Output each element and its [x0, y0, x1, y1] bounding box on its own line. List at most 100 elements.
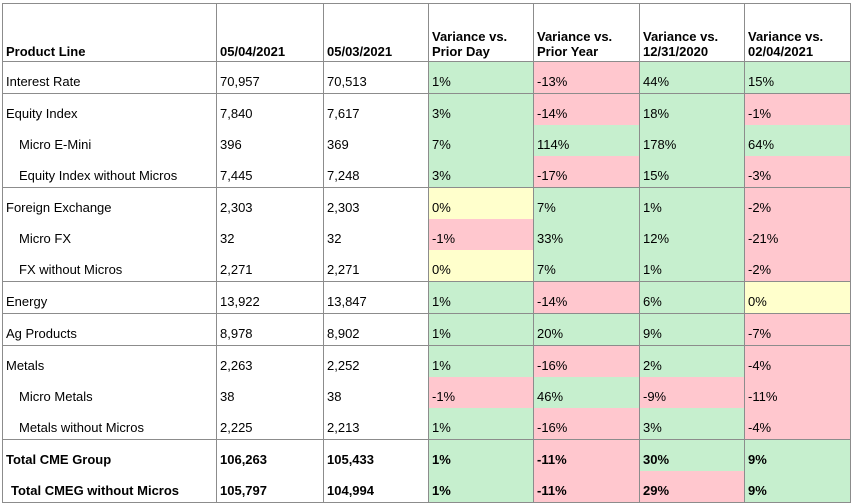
variance-prior-year: 7%	[533, 187, 640, 219]
volume-current: 13,922	[216, 281, 324, 314]
variance-prior-year: -17%	[533, 156, 640, 188]
variance-year-end: 6%	[639, 281, 745, 314]
product-name: Micro E-Mini	[2, 125, 217, 156]
variance-prior-year: -11%	[533, 471, 640, 503]
header-row: Product Line 05/04/2021 05/03/2021 Varia…	[2, 3, 851, 62]
variance-prior-year: -14%	[533, 93, 640, 125]
variance-year-end: 1%	[639, 187, 745, 219]
table-row: Micro Metals 38 38 -1% 46% -9% -11%	[2, 377, 851, 408]
variance-prior-day: 0%	[428, 250, 534, 282]
variance-year-end: 178%	[639, 125, 745, 156]
product-name: Foreign Exchange	[2, 187, 217, 219]
table-row: Interest Rate 70,957 70,513 1% -13% 44% …	[2, 61, 851, 94]
variance-year-end: 30%	[639, 439, 745, 471]
variance-year-end: 18%	[639, 93, 745, 125]
volume-previous: 7,248	[323, 156, 429, 188]
volume-previous: 2,271	[323, 250, 429, 282]
product-name: Equity Index	[2, 93, 217, 125]
volume-current: 7,445	[216, 156, 324, 188]
volume-previous: 369	[323, 125, 429, 156]
variance-month: 15%	[744, 61, 851, 94]
table-row: Equity Index 7,840 7,617 3% -14% 18% -1%	[2, 93, 851, 125]
variance-prior-year: -16%	[533, 345, 640, 377]
variance-prior-day: -1%	[428, 377, 534, 408]
volume-current: 2,271	[216, 250, 324, 282]
variance-year-end: 12%	[639, 219, 745, 250]
table-row: Micro E-Mini 396 369 7% 114% 178% 64%	[2, 125, 851, 156]
volume-current: 32	[216, 219, 324, 250]
volume-current: 2,225	[216, 408, 324, 440]
header-variance-prior-year: Variance vs. Prior Year	[533, 3, 640, 62]
header-date-current: 05/04/2021	[216, 3, 324, 62]
table-row: Energy 13,922 13,847 1% -14% 6% 0%	[2, 281, 851, 314]
product-name: Total CMEG without Micros	[2, 471, 217, 503]
product-name: Ag Products	[2, 313, 217, 346]
volume-previous: 105,433	[323, 439, 429, 471]
variance-prior-day: 1%	[428, 61, 534, 94]
variance-month: -21%	[744, 219, 851, 250]
variance-year-end: 1%	[639, 250, 745, 282]
variance-year-end: 3%	[639, 408, 745, 440]
volume-previous: 32	[323, 219, 429, 250]
volume-previous: 13,847	[323, 281, 429, 314]
variance-month: 9%	[744, 439, 851, 471]
variance-prior-day: 7%	[428, 125, 534, 156]
variance-month: -4%	[744, 408, 851, 440]
product-name: Metals	[2, 345, 217, 377]
variance-month: -7%	[744, 313, 851, 346]
volume-current: 396	[216, 125, 324, 156]
variance-month: -2%	[744, 187, 851, 219]
variance-prior-year: -13%	[533, 61, 640, 94]
variance-prior-year: 46%	[533, 377, 640, 408]
variance-prior-year: -16%	[533, 408, 640, 440]
volume-previous: 38	[323, 377, 429, 408]
variance-year-end: -9%	[639, 377, 745, 408]
variance-year-end: 9%	[639, 313, 745, 346]
variance-year-end: 2%	[639, 345, 745, 377]
volume-current: 70,957	[216, 61, 324, 94]
table-row: Metals without Micros 2,225 2,213 1% -16…	[2, 408, 851, 440]
variance-prior-day: 0%	[428, 187, 534, 219]
table-row: Metals 2,263 2,252 1% -16% 2% -4%	[2, 345, 851, 377]
header-date-previous: 05/03/2021	[323, 3, 429, 62]
variance-year-end: 29%	[639, 471, 745, 503]
variance-prior-day: 1%	[428, 281, 534, 314]
variance-prior-day: 3%	[428, 156, 534, 188]
volume-current: 38	[216, 377, 324, 408]
variance-prior-day: 1%	[428, 439, 534, 471]
volume-current: 8,978	[216, 313, 324, 346]
volume-current: 2,303	[216, 187, 324, 219]
variance-prior-day: 1%	[428, 313, 534, 346]
product-name: Energy	[2, 281, 217, 314]
table-row: Foreign Exchange 2,303 2,303 0% 7% 1% -2…	[2, 187, 851, 219]
variance-prior-day: 1%	[428, 408, 534, 440]
volume-previous: 7,617	[323, 93, 429, 125]
variance-year-end: 44%	[639, 61, 745, 94]
variance-prior-day: 1%	[428, 471, 534, 503]
variance-prior-day: 3%	[428, 93, 534, 125]
table-row: Ag Products 8,978 8,902 1% 20% 9% -7%	[2, 313, 851, 346]
variance-month: -4%	[744, 345, 851, 377]
product-name: Metals without Micros	[2, 408, 217, 440]
variance-prior-year: 114%	[533, 125, 640, 156]
product-name: Micro Metals	[2, 377, 217, 408]
volume-current: 2,263	[216, 345, 324, 377]
volume-variance-table: Product Line 05/04/2021 05/03/2021 Varia…	[2, 3, 851, 503]
variance-prior-day: 1%	[428, 345, 534, 377]
volume-previous: 70,513	[323, 61, 429, 94]
variance-prior-year: 7%	[533, 250, 640, 282]
product-name: Total CME Group	[2, 439, 217, 471]
variance-year-end: 15%	[639, 156, 745, 188]
variance-month: -11%	[744, 377, 851, 408]
volume-previous: 2,252	[323, 345, 429, 377]
volume-previous: 2,303	[323, 187, 429, 219]
header-product-line: Product Line	[2, 3, 217, 62]
variance-month: -3%	[744, 156, 851, 188]
volume-previous: 8,902	[323, 313, 429, 346]
variance-month: 64%	[744, 125, 851, 156]
variance-month: 0%	[744, 281, 851, 314]
variance-prior-year: 33%	[533, 219, 640, 250]
volume-current: 7,840	[216, 93, 324, 125]
table-row: FX without Micros 2,271 2,271 0% 7% 1% -…	[2, 250, 851, 282]
header-variance-year-end: Variance vs. 12/31/2020	[639, 3, 745, 62]
